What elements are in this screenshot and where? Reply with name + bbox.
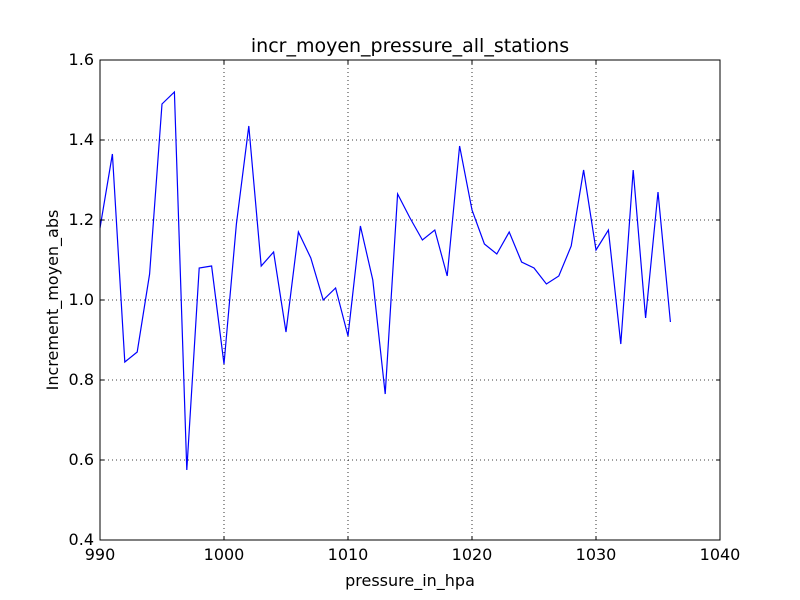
x-tick-label: 1010: [328, 545, 369, 564]
y-tick-label: 1.4: [69, 130, 94, 149]
x-axis: 990 1000 1010 1020 1030 1040: [85, 60, 741, 564]
y-tick-label: 1.6: [69, 50, 94, 69]
y-tick-label: 0.4: [69, 530, 94, 549]
x-tick-label: 1000: [204, 545, 245, 564]
y-tick-label: 0.8: [69, 370, 94, 389]
x-tick-label: 1020: [452, 545, 493, 564]
x-tick-label: 990: [85, 545, 116, 564]
x-axis-label: pressure_in_hpa: [345, 571, 475, 591]
x-tick-label: 1040: [700, 545, 741, 564]
y-tick-label: 1.0: [69, 290, 94, 309]
y-axis-label: Increment_moyen_abs: [43, 210, 63, 391]
y-tick-label: 1.2: [69, 210, 94, 229]
y-axis: 0.4 0.6 0.8 1.0 1.2 1.4 1.6: [69, 50, 720, 549]
y-tick-label: 0.6: [69, 450, 94, 469]
series-line: [99, 90, 671, 471]
x-tick-label: 1030: [576, 545, 617, 564]
grid: [100, 60, 720, 540]
chart-title: incr_moyen_pressure_all_stations: [251, 35, 569, 57]
series-layer: [99, 90, 671, 471]
